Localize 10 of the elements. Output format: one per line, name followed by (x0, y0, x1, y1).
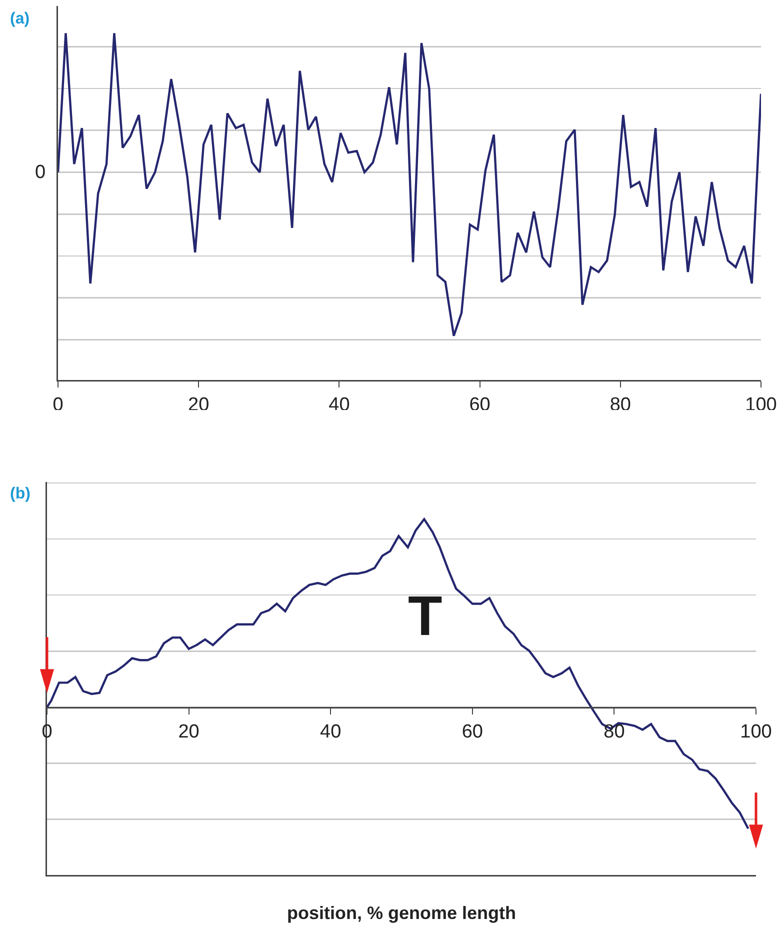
x-tick-label: 80 (604, 721, 625, 742)
text: 0 (35, 162, 46, 183)
x-axis-title: position, % genome length (287, 903, 516, 923)
x-tick-label: 60 (462, 721, 483, 742)
x-tick-label: 20 (178, 721, 200, 742)
chart-title: (a) (10, 10, 30, 28)
annotation: T (408, 584, 442, 647)
x-tick-label: 100 (740, 721, 772, 742)
x-tick-label: 40 (320, 721, 342, 742)
chart-title: (b) (10, 486, 30, 503)
